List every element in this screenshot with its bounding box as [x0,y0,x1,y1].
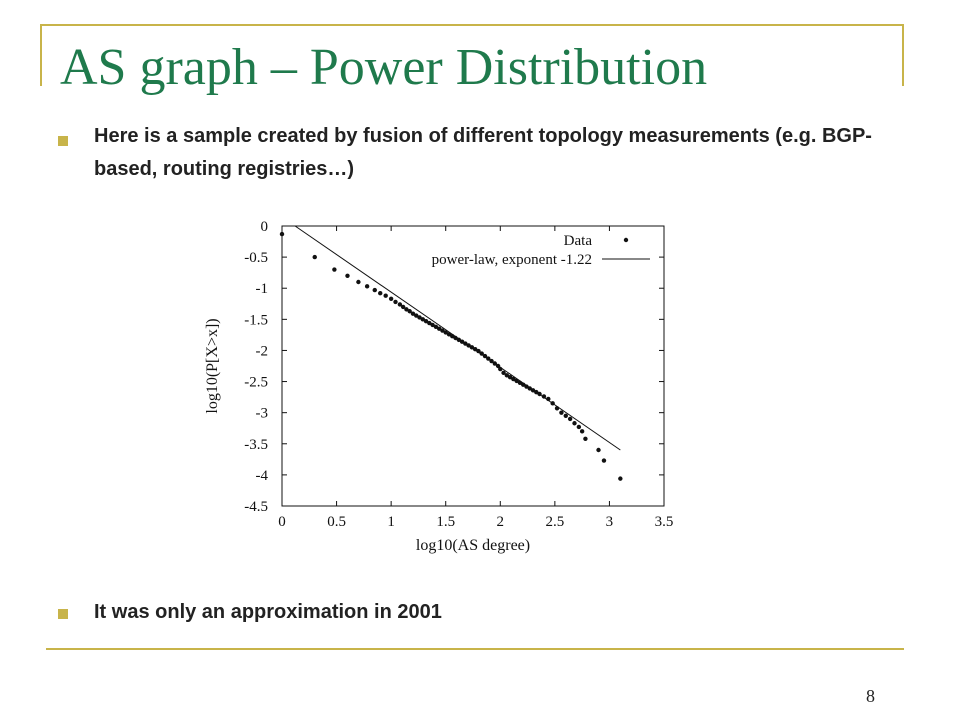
square-bullet-icon [58,136,68,146]
x-tick-label: 0 [278,514,286,530]
data-point [372,287,377,293]
x-axis-label: log10(AS degree) [416,537,530,554]
y-tick-label: -3 [256,406,269,422]
data-point [576,424,582,430]
bullet-text-2: It was only an approximation in 2001 [94,601,442,623]
data-point [410,311,416,316]
data-point [404,307,409,312]
data-point [479,351,484,356]
y-tick-label: -1 [256,281,269,297]
data-point [356,279,361,285]
data-point [364,284,370,289]
data-point [507,375,513,380]
data-point [618,476,623,481]
power-law-fit-line [294,225,621,451]
data-point [501,370,506,376]
data-point [440,328,445,333]
legend-label: Data [564,233,593,249]
data-point [524,384,529,389]
slide-frame-top-rule [40,24,904,26]
data-point [345,273,350,278]
data-point [427,320,432,326]
data-point [476,348,481,354]
data-point [423,319,429,324]
y-tick-label: -4 [256,468,269,484]
data-point [279,231,285,237]
slide-title: AS graph – Power Distribution [60,39,708,96]
data-point [436,326,442,331]
data-point [332,267,337,272]
x-tick-label: 0.5 [327,514,346,530]
y-tick-label: -0.5 [244,250,268,266]
y-tick-label: -4.5 [244,499,268,515]
data-point [511,376,516,382]
data-point [567,416,573,422]
slide-frame-left-rule [40,24,42,86]
data-point [504,373,510,378]
data-point [407,309,412,314]
x-tick-label: 3.5 [655,514,674,530]
x-tick-label: 3 [606,514,614,530]
data-point [414,313,419,318]
y-tick-label: -1.5 [244,312,268,328]
bullet-text-1: Here is a sample created by fusion of di… [94,125,872,180]
y-tick-label: -2.5 [244,375,268,391]
legend-point-swatch [623,237,629,243]
data-point [433,324,439,329]
slide-number: 8 [866,686,875,706]
data-point [456,337,462,343]
data-point [388,296,394,301]
x-tick-label: 2.5 [545,514,564,530]
slide-frame-right-rule [902,24,904,86]
data-point [420,317,425,322]
data-point [596,447,601,453]
plot-frame [281,225,665,507]
data-point [393,299,398,305]
power-law-chart: 0 0.5 1 1.5 2 2.5 3 3.5 0 -0.5 -1 -1.5 -2 -2.5 -3 -3.5 -… [204,219,674,554]
y-tick-label: -2 [256,343,269,359]
legend-label: power-law, exponent -1.22 [432,252,592,268]
data-point [443,330,448,335]
data-point [383,293,388,298]
x-tick-label: 1.5 [436,514,455,530]
y-axis-label: log10(P[X>x]) [204,318,221,413]
slide-frame-bottom-rule [46,648,904,650]
data-point [378,291,383,296]
data-point [559,410,564,415]
data-point [430,322,435,328]
data-point [572,421,577,426]
y-tick-label: -3.5 [244,437,268,453]
data-point [579,429,585,434]
x-tick-label: 1 [387,514,395,530]
data-point [583,436,588,441]
y-tick-label: 0 [261,219,269,235]
data-point [417,315,422,320]
data-point [563,413,568,418]
data-point [397,302,403,307]
data-point [312,254,317,260]
square-bullet-icon [58,609,68,619]
x-tick-label: 2 [497,514,505,530]
data-point [601,458,607,463]
data-point [400,304,406,310]
